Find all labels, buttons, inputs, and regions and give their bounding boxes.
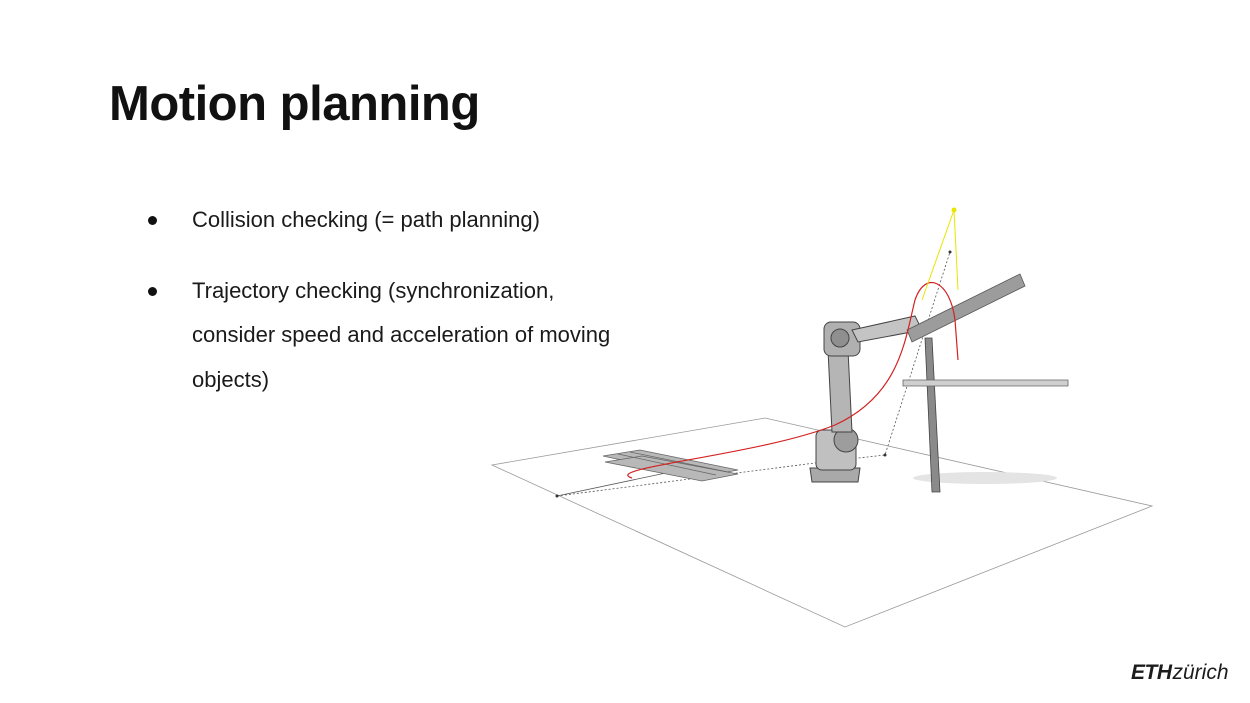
bullet-item: Collision checking (= path planning)	[146, 198, 616, 243]
robot-scene-illustration	[490, 207, 1154, 628]
bullet-text: Trajectory checking (synchronization, co…	[192, 277, 611, 392]
trajectory-path	[627, 281, 959, 479]
floor-plane	[490, 417, 1154, 628]
bullet-item: Trajectory checking (synchronization, co…	[146, 269, 616, 403]
robot-arm	[809, 315, 923, 483]
held-beam	[906, 273, 1026, 343]
waypoint	[555, 494, 559, 498]
waypoint	[883, 453, 887, 457]
horizontal-rail	[902, 379, 1069, 387]
bullet-icon	[148, 216, 157, 225]
bullet-text: Collision checking (= path planning)	[192, 207, 540, 232]
bullet-list: Collision checking (= path planning) Tra…	[146, 198, 616, 428]
logo-eth-text: ETH	[1131, 661, 1172, 684]
eth-zurich-logo: ETHzürich	[1131, 661, 1229, 685]
trajectory-guide-lines	[556, 251, 951, 497]
shadow	[913, 472, 1057, 484]
logo-zurich-text: zürich	[1172, 661, 1229, 684]
bullet-icon	[148, 286, 157, 296]
waypoint	[948, 250, 952, 254]
vertical-post	[924, 337, 941, 493]
target-point	[951, 207, 957, 213]
trajectory-guide-lines	[556, 469, 681, 497]
target-lines	[921, 209, 959, 301]
slide-title: Motion planning	[109, 77, 480, 131]
